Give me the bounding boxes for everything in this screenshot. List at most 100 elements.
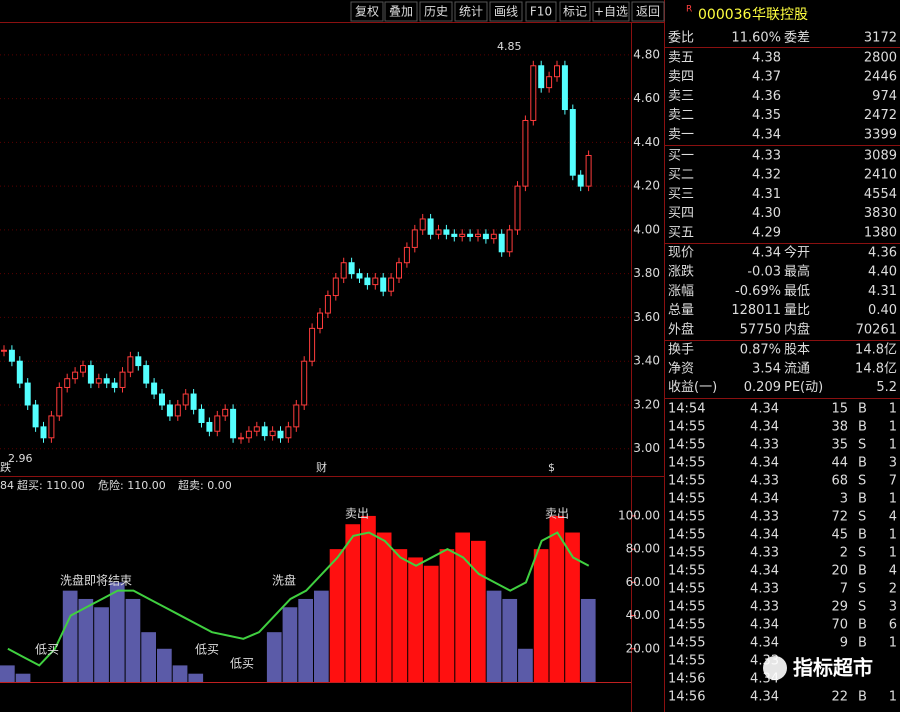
trade-volume: 2 [840,546,848,561]
label: 卖二 [668,108,694,123]
candle [64,378,71,388]
toolbar-button[interactable] [350,1,384,22]
trade-time: 14:55 [668,492,705,507]
trade-count: 1 [889,402,897,417]
candle [459,233,466,237]
toolbar-button[interactable] [559,1,591,22]
indicator-bar [345,524,361,682]
candle [388,277,395,292]
toolbar-button[interactable] [419,1,453,22]
toolbar-label[interactable]: 标记 [563,5,587,19]
indicator-bar [580,598,596,682]
indicator-bar [423,565,439,682]
trade-volume: 72 [831,510,848,525]
volume: 3089 [864,149,897,164]
y-tick-label: 4.60 [633,91,660,105]
candle [182,393,189,406]
candle [80,365,86,373]
toolbar-button[interactable] [525,1,557,22]
toolbar-label[interactable]: 画线 [494,5,518,19]
candle [490,233,497,240]
toolbar-label[interactable]: 叠加 [389,5,413,19]
y-tick-label: 3.00 [633,441,660,455]
candle [253,426,260,432]
label: 换手 [668,343,694,358]
toolbar-button[interactable] [384,1,418,22]
trade-count: 1 [889,420,897,435]
value: 0.87% [740,343,781,358]
candle [577,174,584,187]
candle [324,295,331,314]
label: 内盘 [784,321,810,337]
indicator-bar [0,665,15,682]
trade-price: 4.33 [750,546,779,561]
candle [245,430,252,439]
indicator-header: 84 [0,479,14,492]
trade-price: 4.34 [750,456,779,471]
toolbar-label[interactable]: 复权 [355,5,379,19]
indicator-bar [408,557,423,682]
indicator-bar [62,590,78,682]
candle [40,426,47,439]
value: 128011 [731,303,781,318]
label: 涨幅 [668,284,694,299]
indicator-bar [455,532,470,682]
toolbar-button[interactable] [489,1,523,22]
trade-price: 4.33 [750,600,779,615]
toolbar-button[interactable] [631,1,665,22]
indicator-bar [94,607,109,682]
label: 卖五 [668,51,694,66]
toolbar-button[interactable] [454,1,488,22]
trade-side: S [858,546,866,561]
candle [293,404,300,428]
label: 现价 [668,246,694,261]
price: 4.33 [752,149,781,164]
toolbar-label[interactable]: +自选 [594,5,628,19]
volume: 2446 [864,70,897,85]
candle [340,262,347,279]
candle [546,76,553,89]
indicator-bar [188,673,204,682]
indicator-bar [15,673,31,682]
indicator-bar [266,632,282,682]
candle [443,229,450,235]
label: PE(动) [784,380,823,395]
toolbar-label[interactable]: 返回 [636,5,660,19]
indicator-bar [361,515,376,682]
candle [159,393,165,406]
candle [143,365,150,384]
trade-price: 4.33 [750,474,779,489]
toolbar-label[interactable]: F10 [530,5,552,19]
candle [396,262,402,279]
label: 涨跌 [668,264,694,280]
candle [317,312,323,329]
trade-price: 4.34 [750,636,779,651]
trade-count: 1 [889,492,897,507]
label: 委比 [668,31,694,46]
value: -0.69% [735,284,781,299]
candle [222,408,229,417]
trade-side: B [858,402,867,417]
indicator-header: 超卖: 0.00 [178,478,232,492]
value: 57750 [740,322,781,337]
candle [380,277,387,292]
trade-side: B [858,492,867,507]
value: 14.8亿 [855,343,897,358]
trade-side: B [858,564,867,579]
trade-time: 14:55 [668,600,705,615]
toolbar-button[interactable] [592,1,630,22]
trade-price: 4.33 [750,582,779,597]
candle [16,360,23,384]
indicator-header: 超买: 110.00 [17,478,85,492]
candle [95,378,102,384]
candle [451,233,458,237]
candle [569,109,576,176]
label: 卖三 [668,89,694,104]
toolbar-label[interactable]: 统计 [459,5,483,19]
toolbar-label[interactable]: 历史 [424,5,448,19]
label: 总量 [668,303,694,318]
indicator-bar [439,549,455,682]
annotation: 低买 [230,657,254,671]
candle [32,404,39,428]
